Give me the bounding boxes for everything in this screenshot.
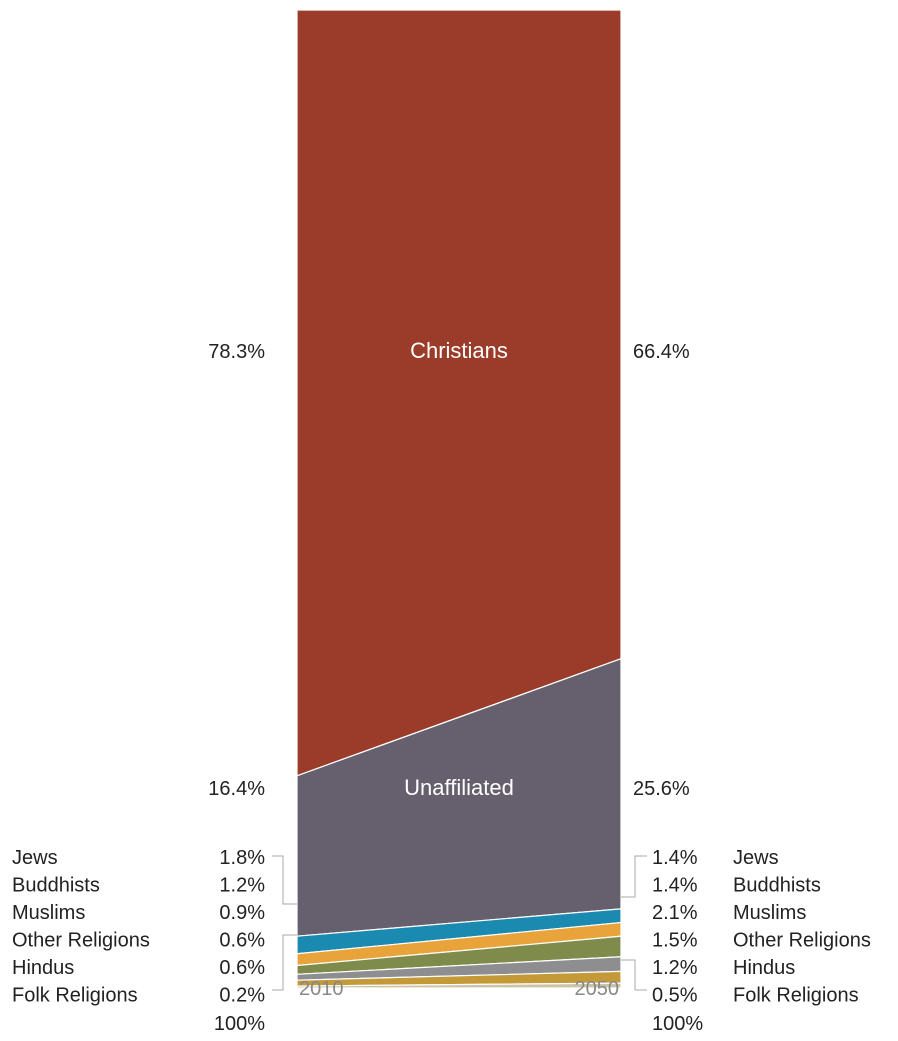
value-label-muslims-2050: 2.1% (652, 902, 698, 924)
legend-right-folk-religions: Folk Religions (733, 985, 859, 1007)
value-label-unaffiliated-2050: 25.6% (633, 778, 690, 800)
legend-left-jews: Jews (12, 847, 58, 869)
total-label-2010: 100% (214, 1013, 265, 1035)
value-label-christians-2010: 78.3% (208, 341, 265, 363)
value-label-jews-2010: 1.8% (219, 847, 265, 869)
legend-left-folk-religions: Folk Religions (12, 985, 138, 1007)
value-label-muslims-2010: 0.9% (219, 902, 265, 924)
bracket-right-upper (621, 855, 647, 898)
value-label-unaffiliated-2010: 16.4% (208, 778, 265, 800)
area-christians (296, 9, 622, 777)
x-tick-label-2010: 2010 (299, 978, 344, 1000)
legend-left-muslims: Muslims (12, 902, 85, 924)
legend-right-buddhists: Buddhists (733, 875, 821, 897)
value-label-christians-2050: 66.4% (633, 341, 690, 363)
legend-left-hindus: Hindus (12, 957, 74, 979)
value-label-buddhists-2010: 1.2% (219, 875, 265, 897)
bracket-right-lower (621, 959, 647, 991)
value-label-folk-religions-2010: 0.2% (219, 985, 265, 1007)
legend-right-jews: Jews (733, 847, 779, 869)
legend-left-other-religions: Other Religions (12, 930, 150, 952)
value-label-folk-religions-2050: 0.5% (652, 985, 698, 1007)
series-label-christians: Christians (410, 338, 508, 363)
value-label-hindus-2050: 1.2% (652, 957, 698, 979)
series-label-unaffiliated: Unaffiliated (404, 775, 514, 800)
total-label-2050: 100% (652, 1013, 703, 1035)
legend-right-muslims: Muslims (733, 902, 806, 924)
value-label-buddhists-2050: 1.4% (652, 875, 698, 897)
value-label-hindus-2010: 0.6% (219, 957, 265, 979)
value-label-jews-2050: 1.4% (652, 847, 698, 869)
legend-right-other-religions: Other Religions (733, 930, 871, 952)
value-label-other-religions-2050: 1.5% (652, 930, 698, 952)
area-folk-religions (296, 982, 622, 989)
legend-left-buddhists: Buddhists (12, 875, 100, 897)
bracket-left-upper (272, 855, 297, 905)
x-tick-label-2050: 2050 (575, 978, 620, 1000)
bracket-left-lower (272, 934, 297, 991)
value-label-other-religions-2010: 0.6% (219, 930, 265, 952)
legend-right-hindus: Hindus (733, 957, 795, 979)
